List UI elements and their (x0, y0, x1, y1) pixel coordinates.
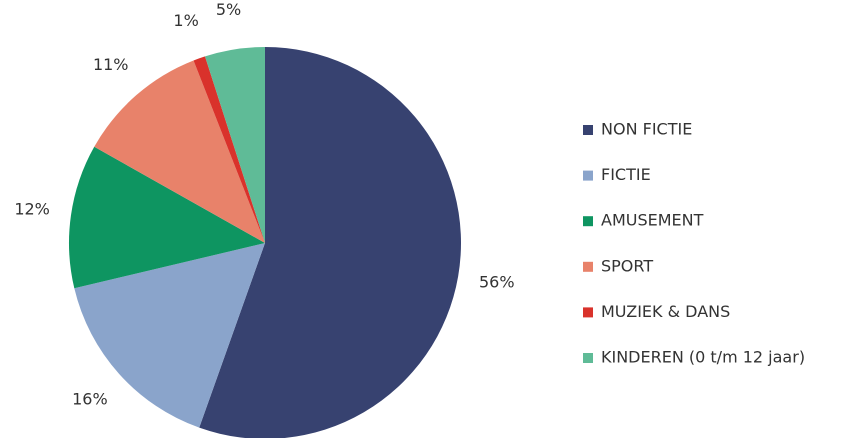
legend-swatch (583, 261, 593, 272)
data-label: 16% (72, 390, 108, 409)
data-label: 5% (216, 0, 241, 19)
data-label: 56% (479, 273, 515, 292)
legend-label: FICTIE (601, 165, 651, 184)
pie-slice (68, 146, 265, 289)
data-label: 12% (14, 200, 50, 219)
legend-label: SPORT (601, 256, 653, 275)
legend-label: NON FICTIE (601, 120, 692, 139)
legend-label: AMUSEMENT (601, 211, 704, 230)
pie-slice (205, 47, 265, 243)
pie-slice (94, 60, 265, 244)
legend-swatch (583, 170, 593, 181)
pie-slice (74, 243, 266, 428)
legend-label: MUZIEK & DANS (601, 302, 730, 321)
data-label: 1% (173, 11, 198, 30)
pie-slice (199, 47, 461, 438)
legend-swatch (583, 125, 593, 135)
legend-swatch (583, 216, 593, 227)
legend-swatch (583, 353, 593, 363)
pie-slice (193, 56, 265, 244)
legend-swatch (583, 307, 593, 318)
data-label: 11% (93, 55, 129, 74)
legend-label: KINDEREN (0 t/m 12 jaar) (601, 348, 805, 367)
